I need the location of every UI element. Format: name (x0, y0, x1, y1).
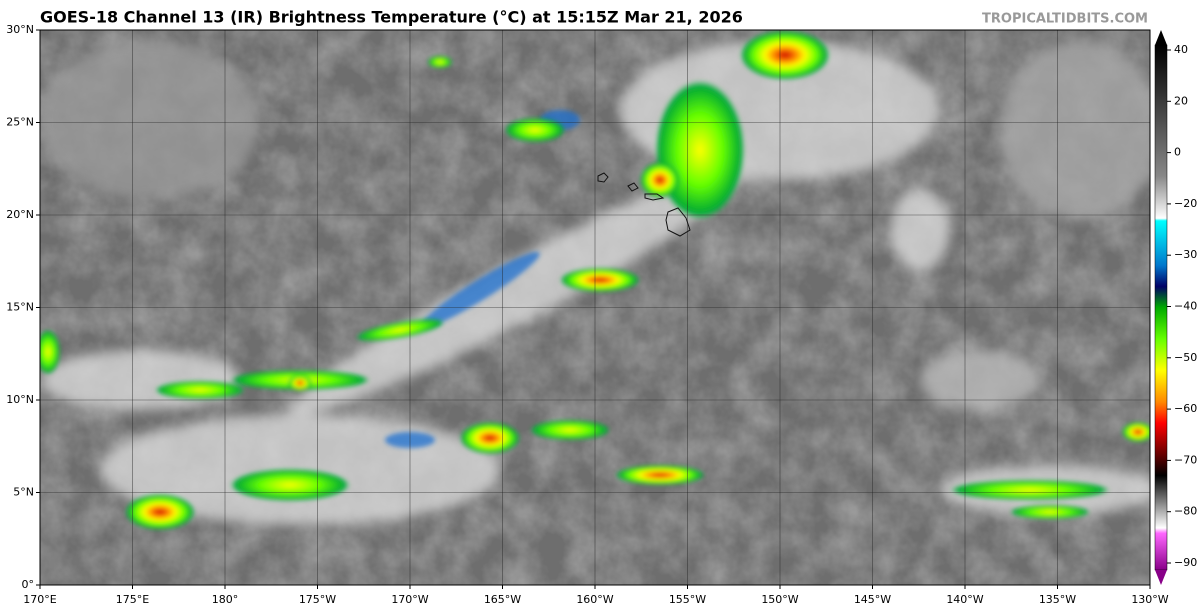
credit: TROPICALTIDBITS.COM (982, 12, 1148, 27)
colorbar-label: 40 (1174, 43, 1188, 56)
colorbar-label: −80 (1174, 505, 1197, 518)
lat-label: 20°N (6, 208, 34, 221)
colorbar-label: 20 (1174, 94, 1188, 107)
map-title: GOES-18 Channel 13 (IR) Brightness Tempe… (40, 8, 743, 27)
hawaii-outline (597, 172, 691, 237)
lon-label: 165°W (484, 593, 521, 606)
lon-label: 180° (212, 593, 239, 606)
lon-label: 170°W (391, 593, 428, 606)
lat-label: 15°N (6, 301, 34, 314)
lon-label: 135°W (1039, 593, 1076, 606)
graticule (40, 30, 1150, 585)
lon-label: 150°W (761, 593, 798, 606)
lon-label: 130°W (1131, 593, 1168, 606)
colorbar-label: 0 (1174, 146, 1181, 159)
lat-label: 30°N (6, 23, 34, 36)
lon-label: 175°W (299, 593, 336, 606)
colorbar-label: −20 (1174, 197, 1197, 210)
lon-label: 140°W (946, 593, 983, 606)
lat-label: 25°N (6, 116, 34, 129)
colorbar-label: −60 (1174, 402, 1197, 415)
lat-label: 5°N (13, 486, 34, 499)
colorbar-label: −90 (1174, 556, 1197, 569)
satellite-image (40, 30, 1150, 585)
lat-label: 0° (22, 578, 35, 591)
colorbar (1154, 30, 1168, 585)
colorbar-label: −50 (1174, 351, 1197, 364)
lon-label: 155°W (669, 593, 706, 606)
lon-label: 175°E (116, 593, 149, 606)
lon-label: 170°E (23, 593, 56, 606)
colorbar-label: −70 (1174, 453, 1197, 466)
lon-label: 145°W (854, 593, 891, 606)
colorbar-label: −40 (1174, 300, 1197, 313)
lon-label: 160°W (576, 593, 613, 606)
colorbar-label: −30 (1174, 248, 1197, 261)
lat-label: 10°N (6, 393, 34, 406)
